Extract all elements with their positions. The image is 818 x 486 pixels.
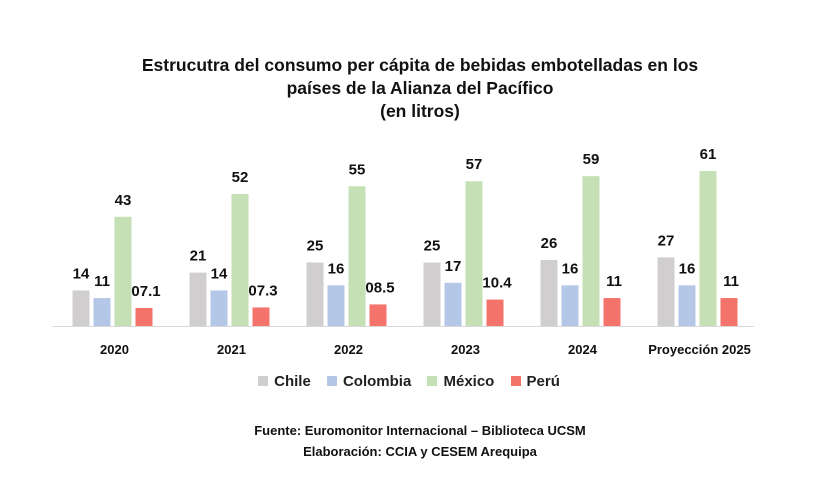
data-label-chile-1: 21 <box>190 248 207 265</box>
bar-chile-2 <box>306 262 324 326</box>
legend-swatch-peru <box>510 376 521 386</box>
legend-item-peru: Perú <box>510 373 560 390</box>
bar-chile-1 <box>189 272 207 326</box>
bar-mexico-5 <box>699 171 717 326</box>
bar-colombia-3 <box>444 282 462 326</box>
data-label-peru-2: 08.5 <box>365 279 394 296</box>
bar-chile-4 <box>540 259 558 326</box>
x-tick-label-0: 2020 <box>100 342 129 357</box>
bar-colombia-4 <box>561 285 579 326</box>
bar-mexico-4 <box>582 176 600 326</box>
bar-mexico-0 <box>114 216 132 326</box>
chart-title-line-2: países de la Alianza del Pacífico <box>286 78 554 98</box>
data-label-mexico-1: 52 <box>232 169 249 186</box>
data-label-mexico-4: 59 <box>583 151 600 168</box>
legend-item-chile: Chile <box>258 373 311 390</box>
bar-colombia-1 <box>210 290 228 326</box>
bar-peru-2 <box>369 304 387 326</box>
legend-swatch-mexico <box>427 376 438 386</box>
x-tick-label-3: 2023 <box>451 342 480 357</box>
chart-legend: Chile Colombia México Perú <box>0 373 818 390</box>
legend-swatch-chile <box>258 376 269 386</box>
legend-label-colombia: Colombia <box>342 373 412 390</box>
legend-label-chile: Chile <box>274 373 311 390</box>
data-label-colombia-2: 16 <box>328 260 345 277</box>
data-label-peru-4: 11 <box>606 273 622 290</box>
chart-footer: Fuente: Euromonitor Internacional – Bibl… <box>0 420 818 462</box>
bar-peru-0 <box>135 307 153 326</box>
x-tick-label-1: 2021 <box>217 342 246 357</box>
bar-peru-1 <box>252 307 270 326</box>
chart-title-line-3: (en litros) <box>380 101 460 121</box>
x-tick-label-5: Proyección 2025 <box>648 342 751 357</box>
source-note: Fuente: Euromonitor Internacional – Bibl… <box>254 423 586 438</box>
data-label-peru-5: 11 <box>723 273 739 290</box>
bar-peru-4 <box>603 298 621 326</box>
legend-item-colombia: Colombia <box>326 373 412 390</box>
bar-colombia-2 <box>327 285 345 326</box>
data-label-colombia-3: 17 <box>445 258 462 275</box>
legend-label-peru: Perú <box>526 373 560 390</box>
bar-chile-5 <box>657 257 675 326</box>
x-tick-label-2: 2022 <box>334 342 363 357</box>
chart-title-line-1: Estrucutra del consumo per cápita de beb… <box>141 55 699 75</box>
bar-chile-0 <box>72 290 90 326</box>
credits-note: Elaboración: CCIA y CESEM Arequipa <box>303 444 537 459</box>
bar-colombia-5 <box>678 285 696 326</box>
bar-peru-5 <box>720 298 738 326</box>
bar-mexico-3 <box>465 181 483 326</box>
data-label-colombia-5: 16 <box>679 260 696 277</box>
data-label-colombia-1: 14 <box>211 265 228 282</box>
data-label-peru-1: 07.3 <box>248 282 277 299</box>
bar-mexico-1 <box>231 193 249 326</box>
legend-swatch-colombia <box>326 376 337 386</box>
data-label-peru-0: 07.1 <box>131 283 160 300</box>
legend-item-mexico: México <box>427 373 494 390</box>
data-label-mexico-2: 55 <box>349 161 366 178</box>
bar-peru-3 <box>486 299 504 326</box>
data-label-mexico-3: 57 <box>466 156 483 173</box>
data-label-colombia-0: 11 <box>94 273 110 290</box>
data-label-mexico-0: 43 <box>115 192 132 209</box>
data-label-chile-0: 14 <box>73 265 90 282</box>
bar-chile-3 <box>423 262 441 326</box>
chart-title: Estrucutra del consumo per cápita de beb… <box>0 54 818 123</box>
bar-mexico-2 <box>348 186 366 326</box>
legend-label-mexico: México <box>443 373 495 390</box>
data-label-mexico-5: 61 <box>700 146 717 163</box>
x-tick-label-4: 2024 <box>568 342 598 357</box>
data-label-colombia-4: 16 <box>562 260 579 277</box>
bar-colombia-0 <box>93 298 111 326</box>
data-label-chile-5: 27 <box>658 232 675 249</box>
data-label-chile-3: 25 <box>424 238 441 255</box>
data-label-peru-3: 10.4 <box>482 275 512 292</box>
data-label-chile-2: 25 <box>307 238 324 255</box>
data-label-chile-4: 26 <box>541 235 558 252</box>
